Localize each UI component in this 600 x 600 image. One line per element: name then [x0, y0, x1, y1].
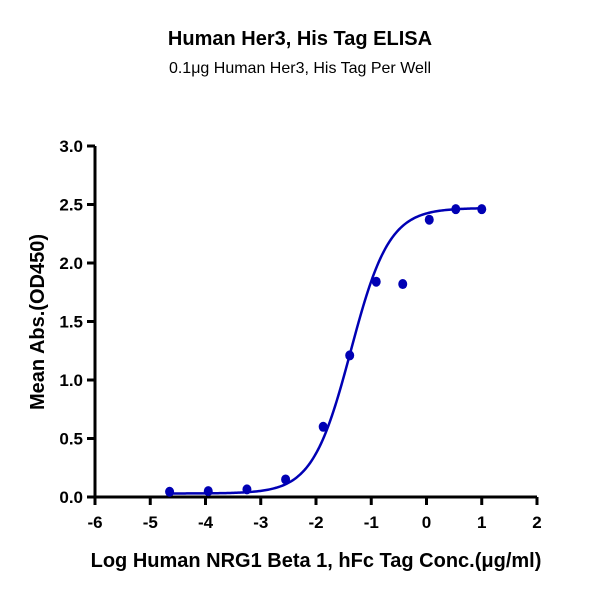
data-point	[203, 486, 213, 497]
data-point	[165, 486, 175, 497]
y-tick-label: 0.5	[59, 430, 83, 449]
chart-title: Human Her3, His Tag ELISA	[167, 28, 433, 50]
x-tick-label: 0	[422, 513, 431, 532]
data-point	[318, 421, 328, 432]
x-tick-label: -3	[253, 513, 268, 532]
data-point	[451, 204, 461, 215]
x-tick-label: -2	[308, 513, 323, 532]
data-point	[345, 350, 355, 361]
y-axis-label: Mean Abs.(OD450)	[27, 234, 49, 410]
y-tick-label: 3.0	[59, 137, 83, 156]
x-tick-label: 1	[477, 513, 486, 532]
y-tick-label: 1.5	[59, 313, 83, 332]
data-point	[371, 276, 381, 287]
data-point	[281, 474, 291, 485]
x-tick-label: -1	[364, 513, 379, 532]
x-tick-label: -5	[143, 513, 158, 532]
fitted-curve	[169, 207, 482, 495]
x-axis-label: Log Human NRG1 Beta 1, hFc Tag Conc.(μg/…	[91, 550, 542, 572]
x-tick-label: -4	[198, 513, 214, 532]
y-tick-label: 2.5	[59, 196, 83, 215]
chart-subtitle: 0.1μg Human Her3, His Tag Per Well	[168, 60, 432, 77]
data-points	[165, 204, 487, 497]
data-point	[242, 484, 252, 495]
axes: -6 -5 -4 -3 -2 -1 0 1 2 0.0 0.5 1.0 1.5 2.0 2.5 3.0	[59, 137, 541, 532]
y-tick-label: 2.0	[59, 254, 83, 273]
data-point	[424, 214, 434, 225]
x-tick-label: 2	[532, 513, 541, 532]
x-tick-label: -6	[87, 513, 102, 532]
y-tick-label: 1.0	[59, 371, 83, 390]
data-point	[398, 279, 408, 290]
data-point	[477, 204, 487, 215]
y-tick-label: 0.0	[59, 488, 83, 507]
